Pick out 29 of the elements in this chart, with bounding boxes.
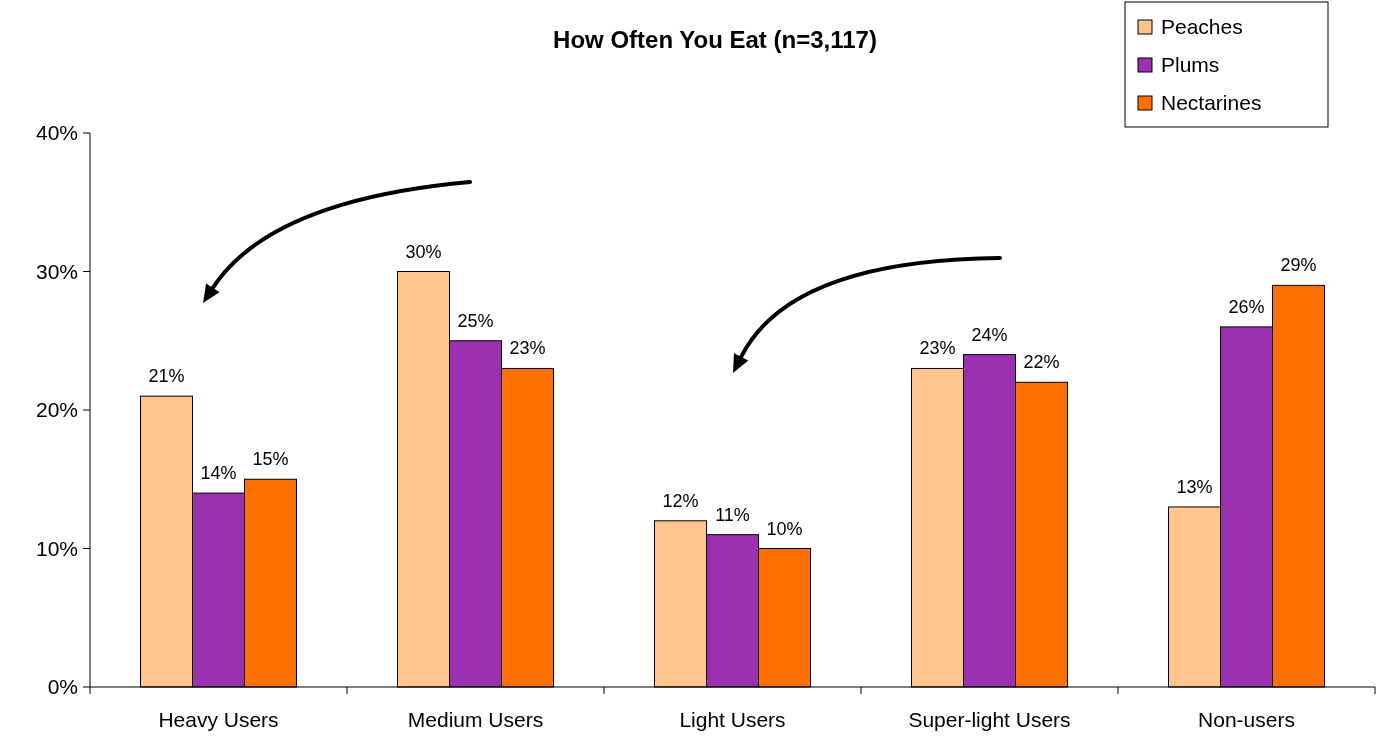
y-tick-label: 20% [35,398,78,422]
x-tick-label: Heavy Users [158,708,279,731]
data-label: 26% [1228,296,1265,317]
data-label: 23% [509,338,546,359]
data-label: 13% [1176,476,1213,497]
data-label: 25% [457,310,494,331]
y-tick-label: 40% [35,121,78,145]
data-label: 11% [715,504,750,525]
data-label: 21% [148,366,185,387]
data-label: 30% [405,241,442,262]
y-tick-label: 30% [35,259,78,283]
chart-title: How Often You Eat (n=3,117) [553,26,877,53]
data-label: 14% [200,463,237,484]
legend-label: Plums [1161,53,1220,77]
data-label: 15% [252,449,289,470]
x-tick-label: Light Users [679,708,786,731]
y-tick-label: 0% [47,675,78,699]
data-label: 12% [662,490,699,511]
data-label: 29% [1280,255,1317,276]
x-tick-label: Medium Users [407,708,544,731]
y-tick-label: 10% [35,536,78,560]
x-tick-label: Non-users [1198,708,1295,731]
data-label: 10% [766,518,803,539]
legend-label: Nectarines [1161,91,1262,115]
legend-label: Peaches [1161,15,1243,39]
x-tick-label: Super-light Users [908,708,1071,731]
data-label: 24% [971,324,1008,345]
data-label: 23% [919,338,956,359]
data-label: 22% [1023,352,1060,373]
